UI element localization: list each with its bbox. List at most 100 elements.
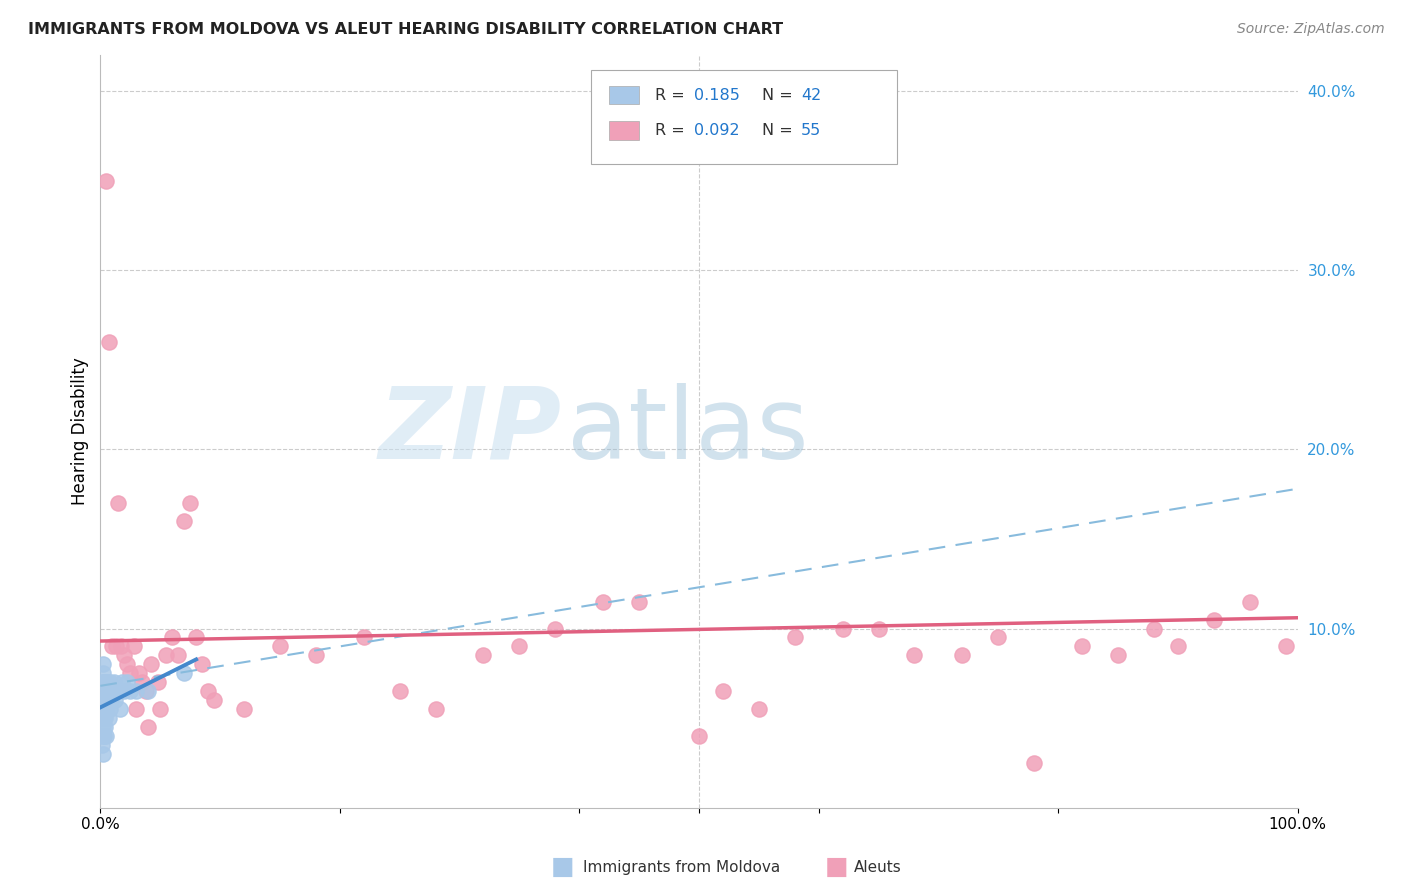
Point [748,702,770,716]
Point [135,684,157,698]
Text: ■: ■ [551,855,574,879]
Point [100,693,122,707]
Text: ■: ■ [825,855,848,879]
Point [131,675,153,690]
Text: R =: R = [655,87,689,103]
Point [987,631,1010,645]
Point [120,666,142,681]
Point [711,684,734,698]
Text: Aleuts: Aleuts [853,860,901,874]
Text: ZIP: ZIP [378,383,561,480]
Point [191,657,214,672]
Point [146,675,169,690]
Point [115,675,138,690]
Text: 55: 55 [801,123,821,138]
Point [155,648,177,663]
Text: atlas: atlas [567,383,808,480]
Point [903,648,925,663]
Text: 0.185: 0.185 [695,87,740,103]
Point [93,693,115,707]
Point [91,666,114,681]
Point [112,648,135,663]
Point [160,631,183,645]
Point [149,702,172,716]
Point [139,657,162,672]
Text: Immigrants from Moldova: Immigrants from Moldova [583,860,780,874]
Point [472,648,495,663]
Point [120,684,142,698]
Point [107,496,129,510]
Point [202,693,225,707]
Point [108,702,131,716]
Point [1167,640,1189,654]
Point [136,720,159,734]
Point [1024,756,1046,770]
Point [91,747,114,761]
FancyBboxPatch shape [592,70,897,164]
Point [388,684,411,698]
Point [831,622,853,636]
Point [233,702,256,716]
Point [101,684,124,698]
Point [97,711,120,725]
Point [94,711,117,725]
Point [96,173,118,187]
Point [125,702,148,716]
Text: IMMIGRANTS FROM MOLDOVA VS ALEUT HEARING DISABILITY CORRELATION CHART: IMMIGRANTS FROM MOLDOVA VS ALEUT HEARING… [28,22,783,37]
Point [93,711,115,725]
Point [868,622,890,636]
Point [950,648,973,663]
Point [90,675,112,690]
Point [97,334,120,349]
Point [128,666,150,681]
Point [98,702,121,716]
Point [173,514,195,528]
Point [688,729,710,743]
Point [90,711,112,725]
FancyBboxPatch shape [609,121,640,140]
Point [110,640,132,654]
Point [628,594,651,608]
Text: 42: 42 [801,87,821,103]
Point [90,729,112,743]
Point [1107,648,1129,663]
Point [179,496,201,510]
Text: N =: N = [762,123,799,138]
Point [122,640,145,654]
Point [115,657,138,672]
Point [103,675,125,690]
Point [136,684,159,698]
Y-axis label: Hearing Disability: Hearing Disability [72,358,89,505]
Point [184,631,207,645]
Point [125,684,148,698]
Point [91,657,114,672]
Point [90,693,112,707]
Point [353,631,375,645]
Point [93,702,115,716]
Text: 0.092: 0.092 [695,123,740,138]
Point [101,640,124,654]
Point [93,729,115,743]
FancyBboxPatch shape [609,86,640,104]
Point [97,684,120,698]
Point [1143,622,1166,636]
Point [197,684,219,698]
Point [167,648,190,663]
Point [783,631,806,645]
Text: N =: N = [762,87,799,103]
Point [96,693,118,707]
Point [1202,613,1225,627]
Point [1239,594,1261,608]
Point [91,720,114,734]
Point [91,684,114,698]
Point [91,702,114,716]
Point [111,675,134,690]
Text: R =: R = [655,123,689,138]
Point [96,684,118,698]
Point [112,684,135,698]
Point [98,675,121,690]
Point [93,675,115,690]
Point [104,693,127,707]
Point [96,729,118,743]
Point [94,675,117,690]
